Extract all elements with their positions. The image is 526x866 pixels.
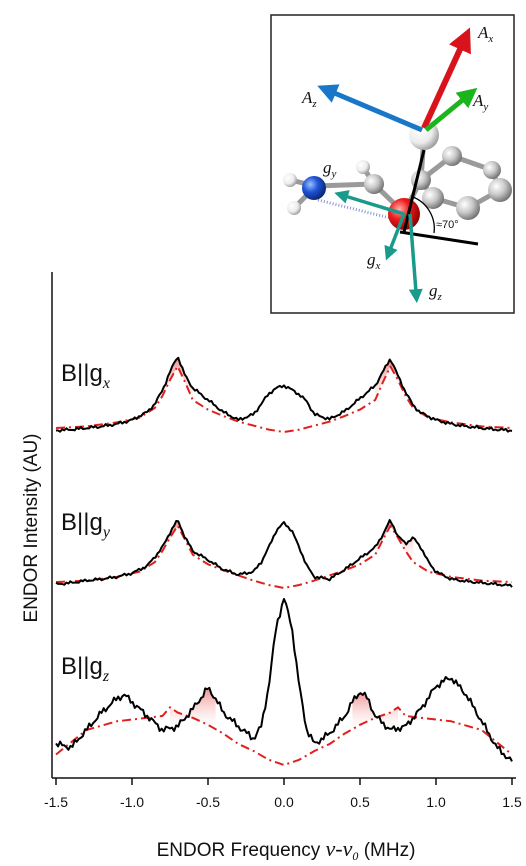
fill-region-x-1 (375, 359, 414, 408)
angle-line-1 (402, 149, 426, 233)
atom-c1 (364, 174, 384, 194)
atom-c4 (488, 178, 512, 202)
panel-y (55, 519, 513, 589)
atom-c2 (442, 146, 462, 166)
label-ax: Ax (477, 23, 493, 45)
atom-nitrogen (302, 176, 326, 200)
atom-c3 (483, 161, 501, 179)
atom-h1 (283, 173, 297, 187)
x-axis-title: ENDOR Frequency ν-ν0 (MHz) (157, 836, 416, 863)
atom-h3 (356, 160, 370, 174)
label-az: Az (301, 88, 317, 110)
arrow-az (317, 84, 423, 133)
atom-c6 (422, 187, 444, 209)
x-tick-label: -1.5 (44, 794, 68, 810)
label-gy: gy (323, 158, 337, 180)
arrow-gy (334, 190, 405, 216)
plot-area (55, 356, 513, 766)
label-gz: gz (429, 281, 443, 303)
x-tick-label: 1.0 (426, 794, 446, 810)
x-axis-ticks: -1.5 -1.0 -0.5 0.0 0.5 1.0 1.5 (44, 778, 522, 810)
fill-region-x-0 (154, 357, 193, 408)
label-ay: Ay (472, 91, 488, 113)
x-tick-label: 1.5 (502, 794, 522, 810)
atom-c5 (456, 196, 480, 220)
x-tick-label: 0.0 (274, 794, 294, 810)
angle-arc (412, 196, 435, 234)
arrow-gx (384, 213, 406, 261)
y-axis-title: ENDOR Intensity (AU) (21, 434, 42, 623)
molecule-inset: ≈70° Ax Az Ay gy gx gz (270, 14, 515, 314)
arrow-gz (408, 213, 423, 304)
fill-region-y-0 (154, 521, 193, 563)
angle-label: ≈70° (436, 219, 459, 231)
x-tick-label: -1.0 (120, 794, 144, 810)
panel-label-gy: B||gy (61, 509, 111, 541)
atom-h2 (287, 201, 301, 215)
experiment-line-x (55, 356, 513, 433)
experiment-line-z (55, 598, 513, 762)
x-tick-label: 0.5 (350, 794, 370, 810)
simulation-line-x (55, 365, 513, 433)
label-gx: gx (367, 250, 381, 272)
panel-z (55, 598, 513, 766)
experiment-line-y (55, 519, 513, 588)
x-tick-label: -0.5 (196, 794, 220, 810)
panel-label-gz: B||gz (61, 653, 110, 685)
fill-region-z-0 (170, 688, 216, 730)
arrow-ay (424, 87, 478, 132)
simulation-line-y (55, 524, 513, 589)
panel-x (55, 356, 513, 433)
simulation-line-z (55, 706, 513, 766)
fill-region-z-1 (352, 691, 398, 730)
arrow-ax (421, 27, 471, 130)
panel-label-gx: B||gx (61, 360, 110, 392)
